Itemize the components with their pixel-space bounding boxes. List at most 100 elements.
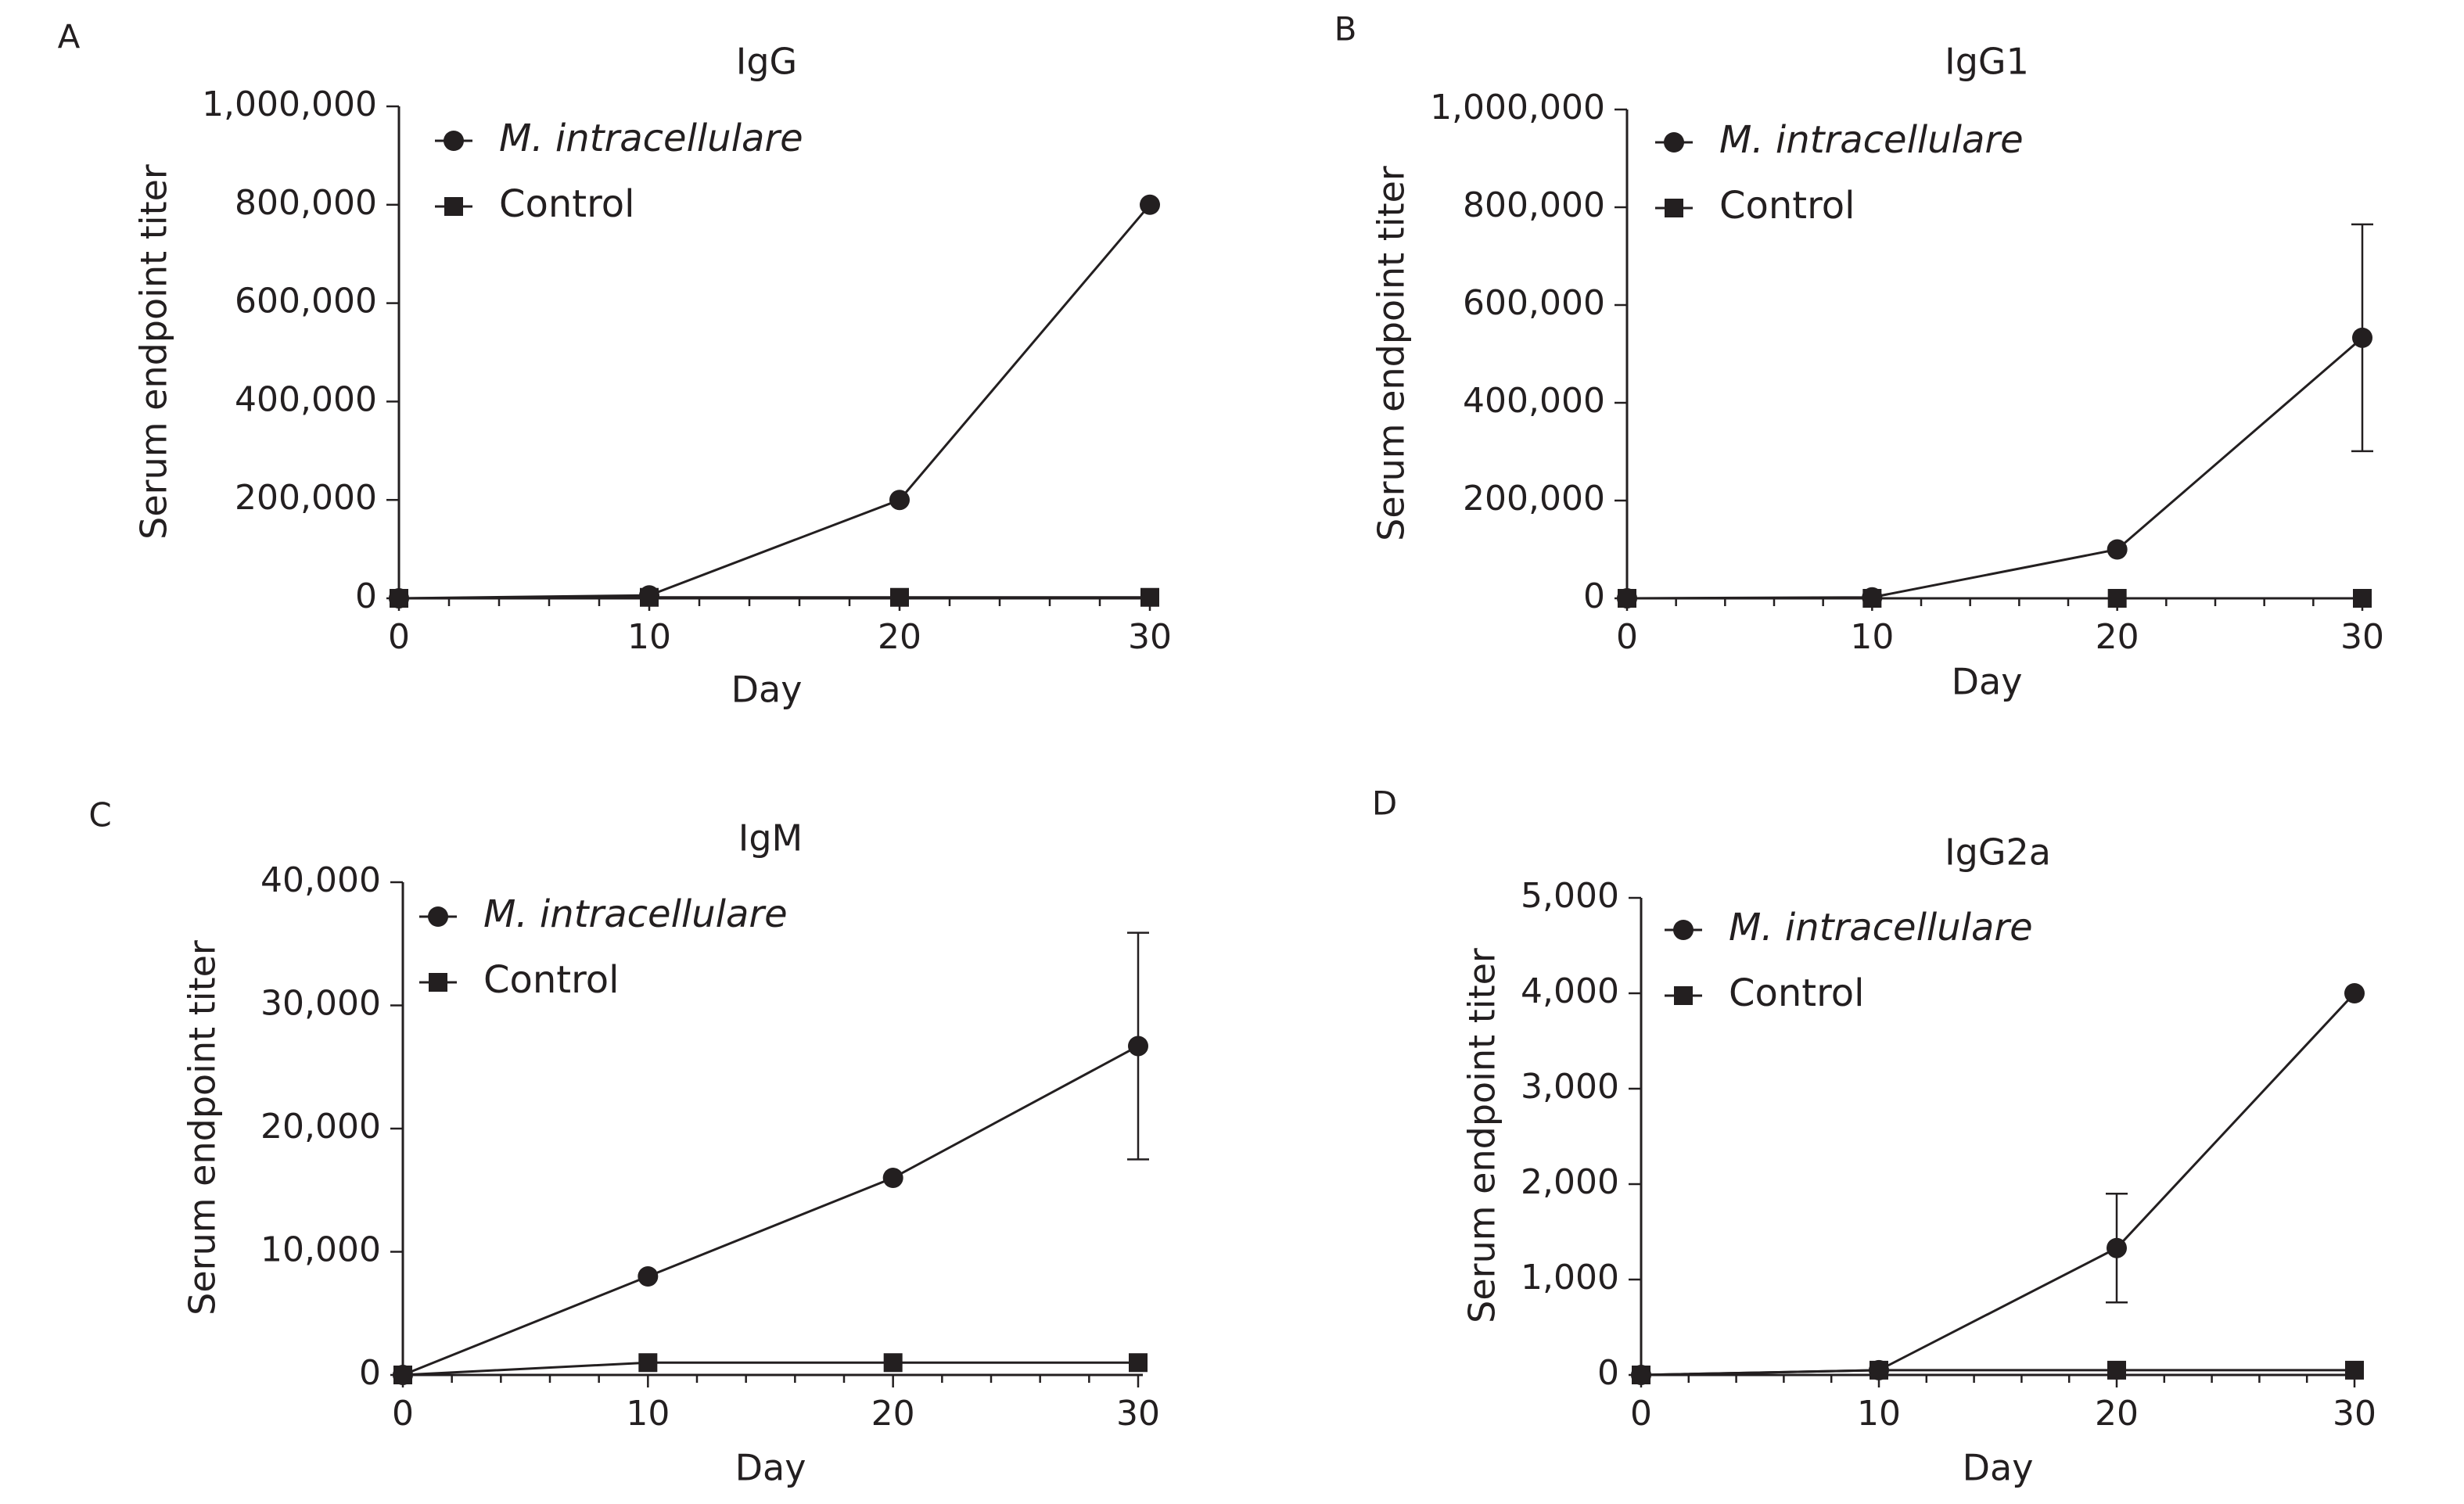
x-axis-title: Day bbox=[731, 669, 803, 711]
series-line bbox=[402, 1361, 1138, 1377]
x-tick-label: 0 bbox=[1616, 617, 1638, 657]
square-marker bbox=[2107, 1360, 2126, 1380]
legend-label: M. intracellulare bbox=[483, 892, 788, 936]
square-marker bbox=[1129, 1353, 1148, 1373]
square-marker bbox=[393, 1366, 412, 1384]
square-marker bbox=[2353, 589, 2372, 608]
x-tick-label: 10 bbox=[626, 1394, 670, 1434]
x-tick-label: 0 bbox=[1630, 1394, 1652, 1434]
legend-square-marker bbox=[1665, 199, 1683, 217]
circle-marker bbox=[1140, 194, 1160, 215]
square-marker bbox=[1870, 1360, 1888, 1380]
y-tick-label: 30,000 bbox=[260, 984, 381, 1024]
panel-letter: A bbox=[58, 18, 81, 56]
y-tick-label: 1,000 bbox=[1521, 1258, 1619, 1298]
y-tick-label: 0 bbox=[359, 1353, 381, 1393]
chart-title: IgG bbox=[736, 41, 797, 83]
circle-marker bbox=[2107, 539, 2128, 560]
y-tick-label: 1,000,000 bbox=[1430, 88, 1605, 127]
legend: M. intracellulare Control bbox=[419, 892, 788, 1002]
x-tick-label: 20 bbox=[2095, 1394, 2139, 1434]
chart-panel-c: C IgM 0 10 20 30 0 10,000 20,000 30,000 40,000 Day S… bbox=[88, 796, 1160, 1489]
x-tick-label: 30 bbox=[2340, 617, 2384, 657]
y-axis-title: Serum endpoint titer bbox=[1370, 166, 1413, 541]
panel-letter: B bbox=[1334, 10, 1357, 48]
x-tick-label: 30 bbox=[1116, 1394, 1160, 1434]
series-control bbox=[1618, 589, 2372, 608]
legend-square-marker bbox=[444, 197, 463, 216]
chart-title: IgG2a bbox=[1945, 831, 2051, 874]
y-tick-label: 40,000 bbox=[260, 860, 381, 900]
legend-label: Control bbox=[483, 958, 620, 1002]
y-tick-label: 10,000 bbox=[260, 1230, 381, 1270]
x-tick-label: 10 bbox=[627, 617, 671, 657]
square-marker bbox=[2345, 1360, 2364, 1380]
y-tick-label: 200,000 bbox=[235, 478, 377, 518]
legend-circle-marker bbox=[444, 131, 464, 151]
circle-marker bbox=[1128, 1036, 1148, 1057]
x-axis-title: Day bbox=[1963, 1447, 2034, 1489]
y-tick-label: 0 bbox=[355, 576, 377, 616]
series-control bbox=[390, 587, 1159, 608]
series-line bbox=[1640, 1369, 2354, 1377]
y-axis-title: Serum endpoint titer bbox=[181, 940, 224, 1316]
legend-label: M. intracellulare bbox=[1719, 118, 2024, 162]
series-line bbox=[402, 1045, 1139, 1377]
y-tick-label: 2,000 bbox=[1521, 1162, 1619, 1202]
square-marker bbox=[2107, 589, 2127, 608]
y-tick-label: 600,000 bbox=[235, 282, 377, 321]
chart-panel-d: D IgG2a 0 10 20 30 0 1,000 2,000 3,000 4,000 5,000 D… bbox=[1372, 784, 2376, 1489]
y-tick-label: 5,000 bbox=[1521, 876, 1619, 916]
y-tick-label: 20,000 bbox=[260, 1107, 381, 1147]
y-tick-label: 0 bbox=[1583, 576, 1605, 616]
x-tick-label: 20 bbox=[878, 617, 921, 657]
square-marker bbox=[1632, 1366, 1650, 1384]
y-tick-label: 400,000 bbox=[1463, 381, 1605, 421]
square-marker bbox=[638, 1353, 658, 1373]
panel-letter: C bbox=[88, 796, 111, 835]
circle-marker bbox=[2107, 1237, 2127, 1258]
y-tick-label: 3,000 bbox=[1521, 1067, 1619, 1107]
legend: M. intracellulare Control bbox=[1665, 906, 2033, 1015]
y-axis-title: Serum endpoint titer bbox=[1461, 948, 1503, 1323]
legend-label: M. intracellulare bbox=[499, 117, 803, 160]
circle-marker bbox=[2352, 327, 2372, 348]
y-tick-label: 800,000 bbox=[235, 183, 377, 223]
y-tick-label: 800,000 bbox=[1463, 185, 1605, 225]
chart-panel-b: B IgG1 0 10 20 30 0 200,000 400,000 600,000 800,00… bbox=[1334, 10, 2384, 703]
x-axis-title: Day bbox=[735, 1447, 806, 1489]
square-marker bbox=[1862, 589, 1882, 608]
x-tick-label: 0 bbox=[388, 617, 410, 657]
y-tick-label: 200,000 bbox=[1463, 479, 1605, 519]
x-axis-title: Day bbox=[1952, 661, 2023, 703]
y-tick-label: 600,000 bbox=[1463, 283, 1605, 323]
chart-title: IgM bbox=[738, 817, 803, 860]
square-marker bbox=[1140, 587, 1159, 607]
legend-label: Control bbox=[499, 182, 635, 226]
y-tick-label: 400,000 bbox=[235, 379, 377, 419]
x-tick-label: 0 bbox=[392, 1394, 414, 1434]
square-marker bbox=[883, 1353, 903, 1373]
circle-marker bbox=[889, 490, 910, 511]
square-marker bbox=[390, 589, 408, 608]
legend-label: Control bbox=[1729, 971, 1865, 1015]
legend-circle-marker bbox=[1673, 920, 1694, 940]
x-tick-label: 10 bbox=[1857, 1394, 1901, 1434]
legend: M. intracellulare Control bbox=[435, 117, 803, 226]
x-tick-label: 30 bbox=[1128, 617, 1172, 657]
x-tick-label: 10 bbox=[1850, 617, 1894, 657]
square-marker bbox=[1618, 589, 1636, 608]
legend-label: M. intracellulare bbox=[1729, 906, 2033, 949]
x-tick-label: 20 bbox=[871, 1394, 915, 1434]
x-tick-label: 20 bbox=[2096, 617, 2139, 657]
y-tick-label: 0 bbox=[1597, 1353, 1619, 1393]
y-axis-title: Serum endpoint titer bbox=[133, 164, 175, 540]
legend-square-marker bbox=[429, 973, 447, 992]
series-control bbox=[393, 1353, 1148, 1384]
legend-circle-marker bbox=[428, 906, 448, 927]
y-tick-label: 4,000 bbox=[1521, 971, 1619, 1011]
panel-letter: D bbox=[1372, 784, 1397, 823]
circle-marker bbox=[882, 1168, 903, 1188]
legend-square-marker bbox=[1674, 986, 1693, 1005]
